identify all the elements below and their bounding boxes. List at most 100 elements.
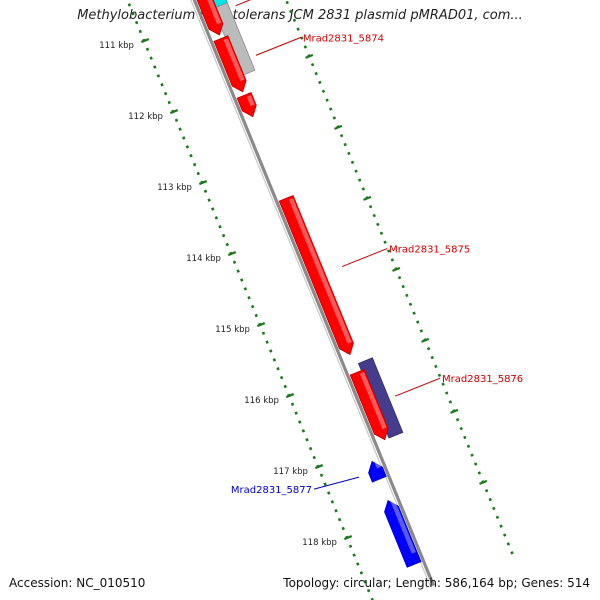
inner-track-dot: [298, 420, 302, 424]
scale-tick: [314, 464, 324, 470]
inner-track-dot: [145, 47, 150, 51]
gene-Mrad2831_5873[interactable]: [196, 0, 224, 36]
inner-track-dot: [232, 260, 237, 264]
inner-track-dot: [203, 189, 208, 193]
outer-track-dot: [314, 71, 318, 76]
inner-track-dot: [127, 3, 132, 7]
inner-track-dot: [294, 411, 298, 415]
inner-track-dot: [305, 438, 309, 442]
inner-track-dot: [334, 509, 338, 513]
scale-tick: [343, 535, 353, 541]
outer-track-dot: [285, 0, 289, 5]
outer-track-dot: [372, 213, 376, 218]
scale-tick-outer: [392, 266, 401, 272]
gene-label[interactable]: Mrad2831_5877: [231, 485, 312, 496]
inner-track-dot: [243, 287, 248, 291]
outer-track-dot: [503, 533, 507, 537]
outer-track-dot: [387, 249, 391, 253]
outer-track-dot: [368, 204, 373, 209]
inner-track-dot: [283, 384, 287, 389]
inner-track-dot: [185, 145, 190, 149]
gene-label[interactable]: Mrad2831_5876: [442, 374, 523, 385]
inner-track-dot: [167, 100, 171, 105]
inner-track-dot: [352, 553, 356, 557]
inner-track-dot: [178, 127, 182, 131]
scale-tick-label: 113 kbp: [157, 183, 192, 193]
inner-track-dot: [327, 491, 331, 495]
outer-track-dot: [492, 506, 496, 511]
outer-track-dot: [463, 435, 467, 440]
gene-Mrad2831_5876[interactable]: [349, 368, 389, 441]
outer-track-dot: [347, 151, 351, 156]
inner-track-dot: [211, 207, 215, 211]
outer-track-dot: [510, 551, 514, 555]
inner-track-dot: [348, 544, 353, 548]
gene-label[interactable]: Mrad2831_5875: [389, 245, 470, 256]
outer-track-dot: [477, 471, 482, 475]
outer-track-dot: [506, 542, 511, 546]
scale-tick: [198, 180, 208, 186]
scale-tick-label: 115 kbp: [215, 325, 250, 335]
inner-track-dot: [359, 571, 364, 575]
inner-track-dot: [279, 375, 284, 380]
inner-track-dot: [236, 269, 240, 273]
inner-track-dot: [240, 278, 244, 282]
backbone-shadow: [190, 0, 432, 587]
scale-tick-outer: [363, 195, 372, 201]
inner-track-dot: [356, 562, 360, 566]
inner-track-dot: [163, 91, 168, 96]
outer-track-dot: [448, 400, 453, 404]
inner-track-dot: [207, 198, 211, 202]
inner-track-dot: [265, 340, 269, 344]
inner-track-dot: [272, 358, 277, 362]
outer-track-dot: [310, 62, 315, 67]
scale-tick-outer: [450, 408, 459, 414]
inner-track-dot: [153, 65, 157, 69]
gene-Mrad2831_5875[interactable]: [278, 194, 354, 356]
gene-Mrad2831_5878[interactable]: [384, 499, 422, 568]
scale-tick-label: 117 kbp: [273, 467, 308, 477]
outer-track-dot: [405, 293, 409, 298]
inner-track-dot: [319, 473, 324, 477]
outer-track-dot: [408, 302, 413, 307]
inner-track-dot: [174, 118, 179, 122]
backbone-line: [192, 0, 435, 587]
inner-track-dot: [221, 233, 226, 238]
inner-track-dot: [341, 526, 345, 531]
outer-track-dot: [292, 18, 297, 23]
scale-tick: [227, 251, 237, 257]
inner-track-dot: [290, 402, 295, 406]
outer-track-dot: [296, 27, 300, 31]
gene-Mrad2831_5877[interactable]: [368, 460, 387, 483]
scale-tick-label: 112 kbp: [128, 112, 163, 122]
inner-track-dot: [192, 162, 197, 167]
inner-track-dot: [276, 367, 280, 371]
scale-tick: [256, 322, 266, 328]
inner-track-dot: [196, 171, 200, 176]
inner-track-dot: [214, 216, 219, 220]
gene-label-leader: [255, 36, 302, 56]
outer-track-dot: [318, 80, 322, 85]
outer-track-dot: [397, 275, 402, 280]
outer-track-dot: [401, 284, 405, 289]
gene-label[interactable]: Mrad2831_5874: [303, 33, 384, 44]
scale-tick-label: 118 kbp: [302, 538, 337, 548]
inner-track-dot: [308, 446, 313, 451]
outer-track-dot: [455, 417, 460, 422]
gene-Mrad2831_5874[interactable]: [213, 35, 247, 93]
outer-track-dot: [339, 133, 344, 138]
gene-Mrad2831_5874b[interactable]: [236, 92, 257, 118]
outer-track-dot: [300, 36, 304, 40]
outer-track-dot: [361, 187, 366, 191]
inner-track-dot: [312, 455, 316, 460]
inner-track-dot: [323, 482, 327, 486]
scale-tick: [285, 393, 295, 399]
outer-track-dot: [343, 142, 347, 147]
purple-feature[interactable]: [357, 357, 404, 439]
outer-track-dot: [437, 373, 442, 378]
scale-tick-outer: [421, 337, 430, 343]
outer-track-dot: [390, 258, 395, 262]
inner-track-dot: [363, 580, 367, 584]
scale-tick-label: 111 kbp: [99, 41, 134, 51]
inner-track-dot: [225, 242, 229, 247]
